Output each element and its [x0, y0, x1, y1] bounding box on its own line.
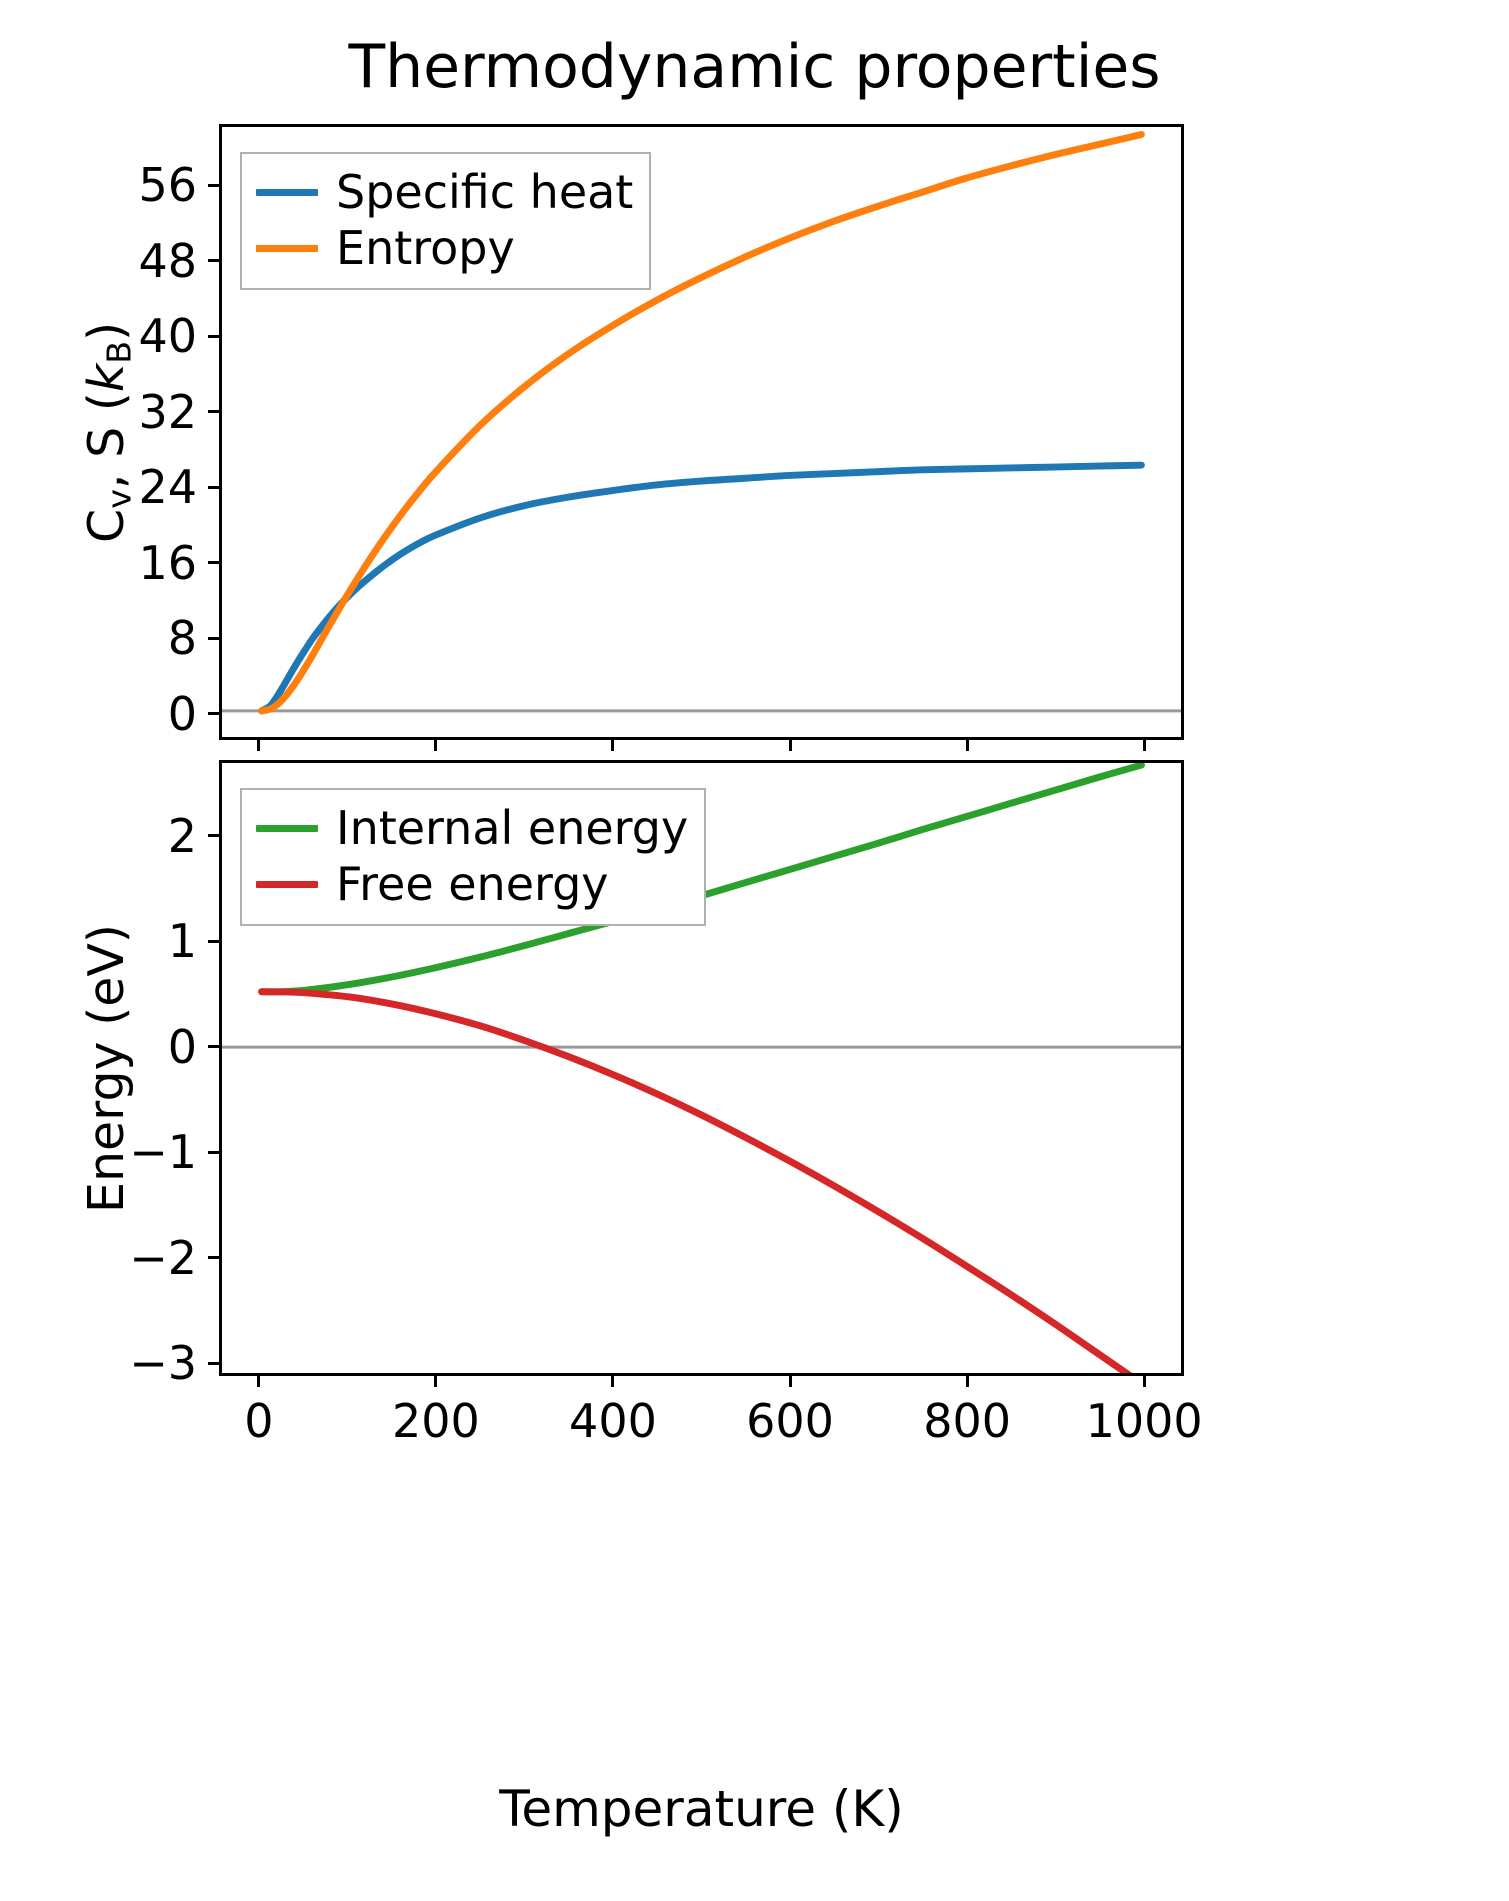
y-tick-mark [208, 410, 219, 414]
y-axis-label-bottom: Energy (eV) [78, 923, 135, 1213]
y-tick-mark [208, 834, 219, 838]
legend-label-specific-heat: Specific heat [336, 165, 634, 219]
x-tick-mark [611, 1376, 615, 1387]
x-tick-mark [965, 740, 969, 751]
legend-swatch-internal-energy [256, 824, 318, 832]
legend-top-panel: Specific heat Entropy [240, 152, 652, 290]
x-tick-label: 600 [746, 1394, 834, 1448]
top-axis-ticks: 0 8 16 24 32 40 48 56 [138, 124, 1184, 751]
legend-item[interactable]: Entropy [256, 220, 633, 276]
y-tick-label: 0 [167, 1019, 197, 1074]
y-tick-label: 56 [138, 158, 197, 213]
y-tick-label: 40 [138, 309, 197, 364]
y-tick-mark [208, 636, 219, 640]
y-tick-label: 16 [138, 535, 197, 590]
x-tick-label: 200 [391, 1394, 480, 1448]
legend-swatch-free-energy [256, 880, 318, 888]
top-plot-lines [222, 131, 1181, 715]
y-tick-label: 0 [167, 686, 197, 741]
y-tick-label: −2 [129, 1230, 197, 1285]
y-tick-mark [208, 1045, 219, 1049]
legend-label-free-energy: Free energy [336, 857, 609, 911]
y-tick-mark [208, 183, 219, 187]
x-tick-mark [1142, 740, 1146, 751]
y-tick-label: 2 [167, 808, 197, 863]
y-tick-label: −3 [129, 1336, 197, 1391]
x-tick-label: 0 [244, 1394, 274, 1448]
x-tick-mark [788, 1376, 792, 1387]
legend-label-internal-energy: Internal energy [336, 801, 689, 855]
y-tick-label: 32 [138, 384, 197, 439]
x-tick-mark [965, 1376, 969, 1387]
y-axis-label-top: Cv, S (kB) [78, 321, 138, 542]
y-tick-mark [208, 259, 219, 263]
y-tick-label: 48 [138, 233, 197, 288]
y-tick-mark [208, 1256, 219, 1260]
series-line-free-energy [258, 988, 1133, 1373]
x-axis-label: Temperature (K) [499, 1780, 904, 1838]
series-line-specific-heat [258, 461, 1145, 715]
legend-swatch-specific-heat [256, 188, 318, 196]
ylabel-cv: Cv, S (kB) [78, 321, 139, 543]
y-tick-mark [208, 485, 219, 489]
x-tick-mark [434, 1376, 438, 1387]
y-tick-mark [208, 561, 219, 565]
y-tick-label: 8 [167, 611, 197, 666]
y-tick-mark [208, 1150, 219, 1154]
x-tick-mark [1142, 1376, 1146, 1387]
legend-item[interactable]: Specific heat [256, 164, 633, 220]
y-tick-label: −1 [129, 1125, 197, 1180]
legend-label-entropy: Entropy [336, 221, 515, 275]
y-tick-mark [208, 939, 219, 943]
x-tick-mark [257, 1376, 261, 1387]
y-tick-label: 24 [138, 460, 197, 515]
bottom-axis-ticks: 2 1 0 −1 −2 −3 0 200 400 600 800 1000 [129, 760, 1203, 1444]
x-tick-label: 400 [569, 1394, 657, 1448]
series-line-entropy [258, 131, 1145, 715]
legend-swatch-entropy [256, 244, 318, 252]
legend-bottom-panel: Internal energy Free energy [240, 788, 707, 926]
y-tick-mark [208, 712, 219, 716]
y-tick-label: 1 [167, 914, 197, 969]
x-tick-mark [257, 740, 261, 751]
x-tick-label: 800 [923, 1394, 1011, 1448]
y-tick-mark [208, 334, 219, 338]
x-tick-mark [611, 740, 615, 751]
legend-item[interactable]: Internal energy [256, 800, 688, 856]
page-title: Thermodynamic properties [348, 32, 1161, 102]
legend-item[interactable]: Free energy [256, 856, 688, 912]
x-tick-mark [434, 740, 438, 751]
x-tick-mark [788, 740, 792, 751]
y-tick-mark [208, 1361, 219, 1365]
x-tick-label: 1000 [1085, 1394, 1203, 1448]
